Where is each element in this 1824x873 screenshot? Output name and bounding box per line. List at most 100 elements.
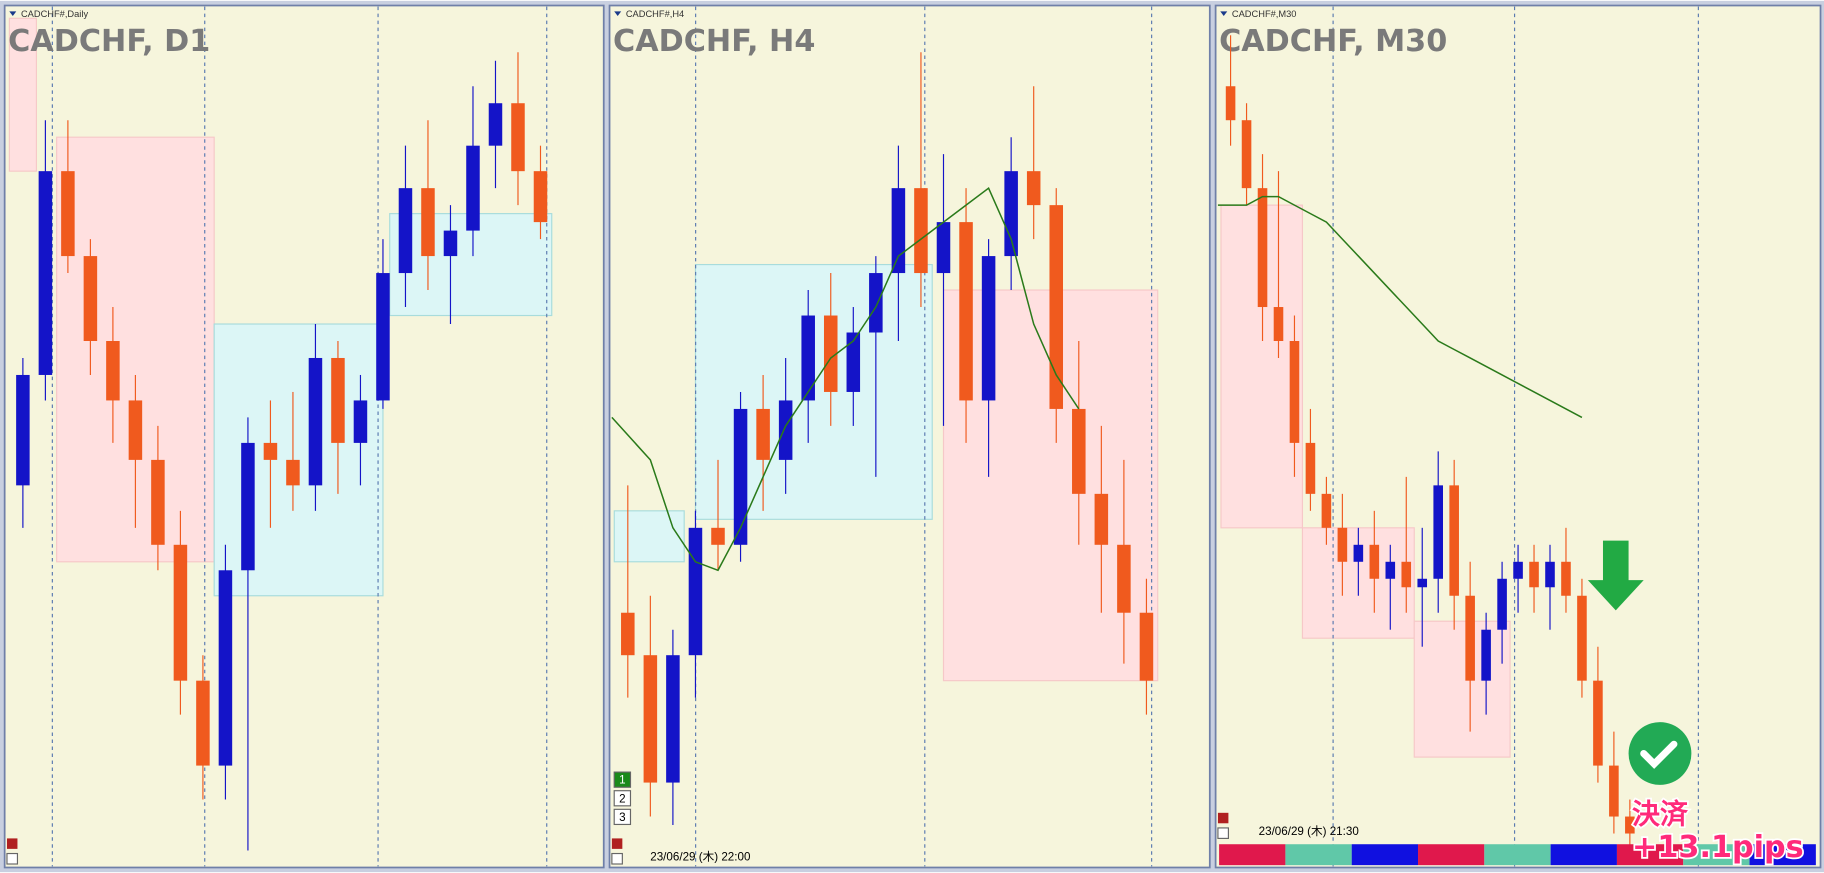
candle-body bbox=[711, 527, 725, 545]
candle-body bbox=[1593, 680, 1603, 766]
signal-strip bbox=[1351, 844, 1419, 866]
zone bbox=[613, 510, 685, 563]
candle-body bbox=[1353, 544, 1364, 562]
candle-body bbox=[488, 103, 503, 146]
candle-body bbox=[981, 256, 996, 401]
candle-body bbox=[1449, 485, 1459, 596]
signal-strip bbox=[1550, 844, 1617, 866]
signal-strip bbox=[1616, 844, 1684, 866]
candle-body bbox=[241, 442, 255, 571]
candle-body bbox=[733, 408, 748, 545]
candle-body bbox=[83, 256, 98, 341]
candle-body bbox=[869, 273, 883, 333]
close-x[interactable] bbox=[611, 852, 623, 865]
profit-label: +13.1pips bbox=[1632, 830, 1804, 865]
layer-button-label: 1 bbox=[619, 774, 625, 787]
entry-arrow bbox=[1587, 540, 1644, 611]
candle-body bbox=[1465, 595, 1475, 681]
layer-button-label: 3 bbox=[619, 811, 625, 824]
candle-body bbox=[1072, 408, 1086, 494]
candle-body bbox=[778, 400, 793, 460]
candle-body bbox=[16, 374, 30, 486]
close-x[interactable] bbox=[6, 852, 19, 865]
candle-body bbox=[533, 171, 548, 223]
candle-body bbox=[1117, 544, 1131, 613]
signal-strip bbox=[1285, 844, 1352, 866]
layer-button-label: 2 bbox=[619, 792, 625, 805]
candle-body bbox=[1385, 561, 1396, 579]
candle-body bbox=[286, 459, 300, 486]
candle-body bbox=[1561, 561, 1571, 596]
zone bbox=[1413, 620, 1511, 758]
timestamp: 23/06/29 (木) 22:00 bbox=[650, 851, 751, 864]
signal-strip bbox=[1749, 844, 1816, 866]
signal-strip bbox=[1484, 844, 1551, 866]
candle-body bbox=[621, 612, 635, 656]
candle-body bbox=[443, 230, 458, 257]
dropdown-icon bbox=[9, 11, 17, 16]
candle-body bbox=[756, 408, 770, 460]
signal-strip bbox=[1683, 844, 1750, 866]
candle-body bbox=[511, 103, 525, 172]
candle-body bbox=[643, 655, 658, 783]
close-button[interactable] bbox=[6, 838, 18, 849]
candle-body bbox=[1577, 595, 1587, 681]
candle-body bbox=[353, 400, 368, 443]
candle-body bbox=[1433, 485, 1443, 579]
chart-title: CADCHF, H4 bbox=[613, 24, 815, 59]
timestamp: 23/06/29 (木) 21:30 bbox=[1259, 825, 1360, 838]
candle-body bbox=[891, 188, 906, 274]
zone bbox=[8, 17, 37, 172]
candle-body bbox=[801, 315, 815, 401]
candle-body bbox=[1139, 612, 1154, 681]
candle-body bbox=[1289, 340, 1300, 443]
chart-title: CADCHF, D1 bbox=[8, 24, 210, 59]
dropdown-icon bbox=[614, 11, 622, 16]
close-x[interactable] bbox=[1217, 827, 1229, 839]
chart-panel bbox=[1214, 4, 1822, 869]
candle-body bbox=[1545, 561, 1555, 588]
candle-body bbox=[421, 188, 435, 257]
signal-strip bbox=[1418, 844, 1485, 866]
layer-button[interactable] bbox=[613, 790, 632, 807]
dropdown-icon bbox=[1220, 11, 1228, 16]
candle-body bbox=[1401, 561, 1412, 588]
candle-body bbox=[1273, 307, 1284, 341]
candle-body bbox=[846, 332, 861, 392]
candle-body bbox=[1369, 544, 1380, 579]
signal-strip bbox=[1219, 844, 1286, 866]
candle-body bbox=[106, 340, 120, 401]
chart-header: CADCHF#,H4 bbox=[626, 9, 684, 19]
candle-body bbox=[308, 357, 323, 486]
candle-body bbox=[1417, 578, 1428, 588]
candle-body bbox=[466, 145, 480, 231]
close-button[interactable] bbox=[611, 838, 623, 849]
candle-body bbox=[1529, 561, 1539, 588]
moving-average bbox=[611, 186, 1080, 572]
candle-body bbox=[1337, 527, 1348, 562]
candle-body bbox=[196, 680, 210, 766]
candle-body bbox=[688, 527, 703, 656]
chart-header: CADCHF#,Daily bbox=[21, 9, 89, 19]
layer-button[interactable] bbox=[613, 808, 632, 826]
layer-button[interactable] bbox=[613, 771, 632, 788]
candle-body bbox=[1049, 205, 1064, 409]
candle-body bbox=[61, 171, 75, 257]
candle-body bbox=[1026, 171, 1041, 206]
exit-label: 決済 bbox=[1632, 797, 1689, 830]
close-button[interactable] bbox=[1217, 812, 1229, 824]
candle-body bbox=[398, 188, 413, 274]
candle-body bbox=[936, 222, 951, 274]
candle-body bbox=[1241, 120, 1252, 189]
chart-title: CADCHF, M30 bbox=[1219, 24, 1447, 59]
candle-body bbox=[1625, 816, 1635, 834]
candle-body bbox=[666, 655, 680, 783]
candle-body bbox=[914, 188, 928, 274]
candle-body bbox=[1609, 765, 1619, 817]
candle-body bbox=[263, 442, 278, 460]
candle-body bbox=[151, 459, 165, 545]
candle-body bbox=[173, 544, 188, 681]
candle-body bbox=[1094, 493, 1109, 545]
chart-header: CADCHF#,M30 bbox=[1232, 9, 1297, 19]
candle-body bbox=[823, 315, 838, 392]
